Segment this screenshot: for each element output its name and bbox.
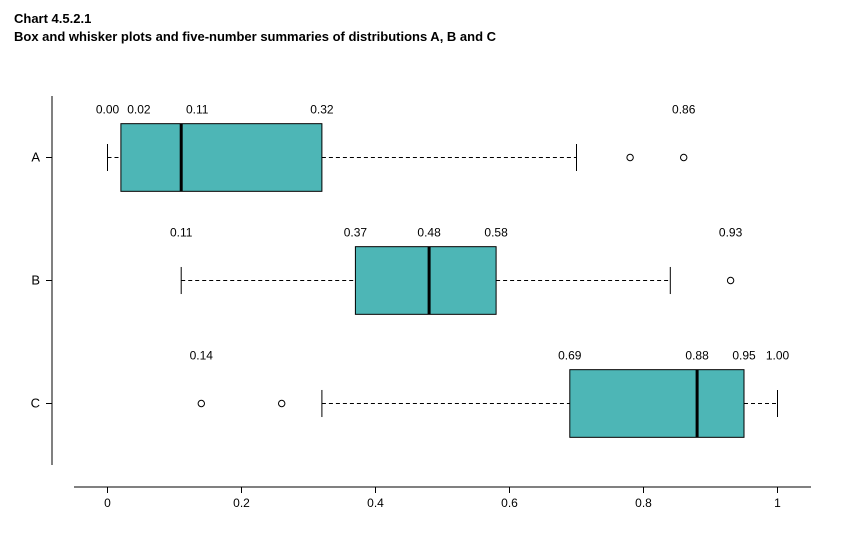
value-annotation: 0.93 — [719, 226, 743, 240]
x-tick-label: 0.8 — [635, 496, 652, 510]
value-annotation: 0.00 — [96, 103, 120, 117]
chart-title-line2: Box and whisker plots and five-number su… — [14, 28, 841, 46]
x-tick-label: 1 — [774, 496, 781, 510]
page-root: Chart 4.5.2.1 Box and whisker plots and … — [0, 0, 855, 535]
value-annotation: 0.14 — [190, 349, 214, 363]
y-tick-label: C — [31, 396, 40, 411]
box — [121, 124, 322, 192]
y-tick-label: B — [31, 273, 40, 288]
x-tick-label: 0 — [104, 496, 111, 510]
outlier-point — [279, 400, 285, 406]
outlier-point — [727, 277, 733, 283]
value-annotation: 1.00 — [766, 349, 790, 363]
chart-title-block: Chart 4.5.2.1 Box and whisker plots and … — [14, 10, 841, 45]
y-tick-label: A — [31, 150, 40, 165]
value-annotation: 0.11 — [170, 226, 193, 240]
value-annotation: 0.69 — [558, 349, 582, 363]
value-annotation: 0.32 — [310, 103, 334, 117]
chart-title-line1: Chart 4.5.2.1 — [14, 10, 841, 28]
x-tick-label: 0.2 — [233, 496, 250, 510]
box — [355, 247, 496, 315]
value-annotation: 0.95 — [732, 349, 756, 363]
value-annotation: 0.11 — [186, 103, 209, 117]
x-tick-label: 0.6 — [501, 496, 518, 510]
boxplot-svg: A 0.00 0.02 0.11 0.32 0.86 B 0.11 0.37 0.48 0.58 0.… — [14, 56, 841, 525]
x-tick-label: 0.4 — [367, 496, 384, 510]
value-annotation: 0.86 — [672, 103, 696, 117]
value-annotation: 0.88 — [685, 349, 709, 363]
outlier-point — [198, 400, 204, 406]
outlier-point — [627, 154, 633, 160]
value-annotation: 0.37 — [344, 226, 368, 240]
boxplot-container: A 0.00 0.02 0.11 0.32 0.86 B 0.11 0.37 0.48 0.58 0.… — [14, 56, 841, 525]
box — [570, 370, 744, 438]
value-annotation: 0.58 — [484, 226, 508, 240]
outlier-point — [681, 154, 687, 160]
value-annotation: 0.02 — [127, 103, 151, 117]
value-annotation: 0.48 — [417, 226, 441, 240]
